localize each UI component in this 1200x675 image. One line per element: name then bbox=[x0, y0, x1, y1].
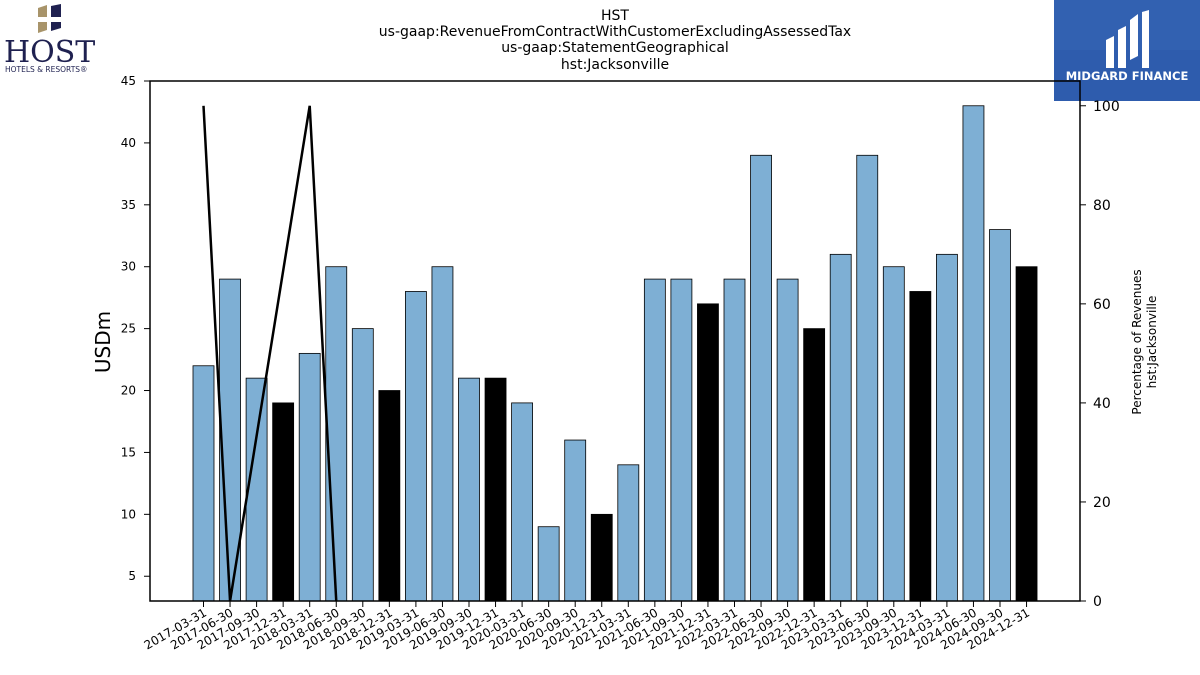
midgard-finance-logo: MIDGARD FINANCE bbox=[1054, 0, 1200, 101]
chart-title-line-1: HST bbox=[601, 8, 629, 24]
bar-2020-12-31 bbox=[590, 513, 613, 602]
logo-tagline: HOTELS & RESORTS® bbox=[5, 65, 88, 74]
logo-wordmark: HOST bbox=[4, 35, 95, 70]
chart-title-line-4: hst:Jacksonville bbox=[561, 57, 669, 73]
plot-frame bbox=[149, 80, 1081, 602]
logo-emblem bbox=[1106, 10, 1149, 68]
y2-tick-label: 40 bbox=[1093, 396, 1111, 412]
y2-tick-label: 80 bbox=[1093, 198, 1111, 214]
y-axis-label: USDm bbox=[91, 311, 115, 373]
chart-title: HST us-gaap:RevenueFromContractWithCusto… bbox=[379, 8, 851, 73]
y2-axis-label-line-2: hst:Jacksonville bbox=[1145, 296, 1159, 389]
y2-tick-label: 60 bbox=[1093, 297, 1111, 313]
bar-2024-12-31 bbox=[1015, 266, 1038, 602]
y-tick-label: 10 bbox=[121, 507, 136, 521]
bar-2024-06-30 bbox=[962, 105, 985, 602]
bar-2019-03-31 bbox=[404, 291, 427, 602]
bar-2022-09-30 bbox=[776, 278, 799, 602]
y-tick-label: 5 bbox=[128, 569, 136, 583]
bar-2022-03-31 bbox=[723, 278, 746, 602]
y2-axis-label-line-1: Percentage of Revenues bbox=[1130, 269, 1144, 414]
y2-tick-label: 100 bbox=[1093, 99, 1120, 115]
bar-2020-03-31 bbox=[511, 402, 534, 602]
y-tick-label: 20 bbox=[121, 384, 136, 398]
bar-2017-03-31 bbox=[192, 365, 215, 602]
y2-tick-label: 20 bbox=[1093, 495, 1111, 511]
host-hotels-logo: HOST HOTELS & RESORTS® bbox=[4, 4, 95, 74]
logo-company-name: MIDGARD FINANCE bbox=[1066, 69, 1189, 83]
bar-2019-06-30 bbox=[431, 266, 454, 602]
bar-2021-06-30 bbox=[643, 278, 666, 602]
y-tick-label: 15 bbox=[121, 445, 136, 459]
bar-2023-12-31 bbox=[909, 291, 932, 602]
y-tick-label: 30 bbox=[121, 260, 136, 274]
bar-2024-09-30 bbox=[989, 229, 1011, 602]
bar-2022-12-31 bbox=[803, 328, 826, 602]
bar-2018-06-30 bbox=[325, 266, 348, 602]
y2-tick-label: 0 bbox=[1093, 594, 1102, 610]
bar-2023-03-31 bbox=[829, 253, 852, 602]
bar-2022-06-30 bbox=[750, 154, 772, 602]
bar-2023-09-30 bbox=[882, 266, 905, 602]
bar-2019-09-30 bbox=[458, 377, 480, 602]
bar-2018-09-30 bbox=[351, 328, 374, 602]
bar-2018-03-31 bbox=[298, 352, 321, 602]
bar-2021-12-31 bbox=[697, 303, 719, 602]
percentage-line bbox=[202, 105, 338, 602]
bar-2020-09-30 bbox=[564, 439, 587, 602]
bar-2020-06-30 bbox=[537, 526, 560, 602]
y-tick-label: 45 bbox=[121, 74, 136, 88]
chart-title-line-2: us-gaap:RevenueFromContractWithCustomerE… bbox=[379, 24, 851, 40]
bar-2021-09-30 bbox=[670, 278, 693, 602]
y-tick-label: 40 bbox=[121, 136, 136, 150]
bar-2017-12-31 bbox=[272, 402, 295, 602]
chart-title-line-3: us-gaap:StatementGeographical bbox=[501, 40, 729, 56]
bar-2017-09-30 bbox=[245, 377, 268, 602]
bar-2018-12-31 bbox=[378, 390, 401, 602]
bar-2024-03-31 bbox=[936, 253, 958, 602]
bar-2021-03-31 bbox=[617, 464, 640, 602]
y-tick-label: 35 bbox=[121, 198, 136, 212]
bar-2023-06-30 bbox=[856, 154, 879, 602]
y-tick-label: 25 bbox=[121, 322, 136, 336]
bar-2019-12-31 bbox=[484, 377, 507, 602]
